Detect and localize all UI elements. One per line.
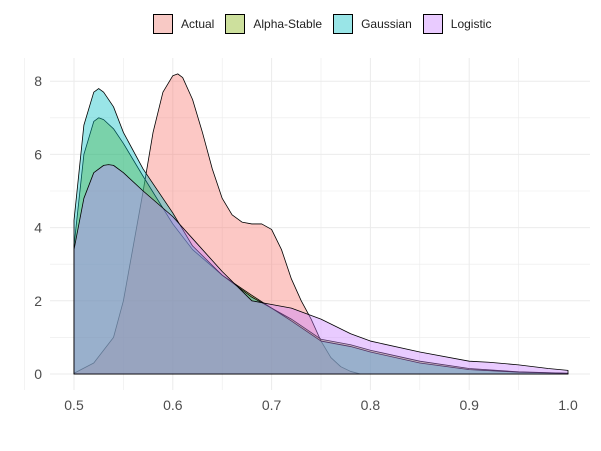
legend-label: Logistic (450, 17, 492, 31)
x-tick-label: 0.7 (262, 397, 282, 413)
y-tick-label: 0 (34, 366, 42, 382)
x-tick-label: 0.6 (163, 397, 183, 413)
x-tick-label: 0.9 (459, 397, 479, 413)
legend-swatch (153, 14, 173, 34)
y-tick-label: 8 (34, 73, 42, 89)
x-tick-label: 1.0 (558, 397, 578, 413)
density-area-logistic (73, 164, 569, 375)
density-area-alpha-stable (73, 117, 569, 375)
legend-item-alpha-stable: Alpha-Stable (225, 14, 322, 34)
y-tick-label: 2 (34, 293, 42, 309)
x-tick-label: 0.5 (64, 397, 84, 413)
legend-swatch (422, 14, 443, 34)
legend-label: Actual (181, 17, 215, 31)
legend-swatch (333, 14, 354, 34)
x-tick-label: 0.8 (361, 397, 381, 413)
legend-item-gaussian: Gaussian (333, 14, 412, 34)
legend-label: Gaussian (361, 17, 412, 31)
y-tick-label: 4 (34, 220, 42, 236)
legend-item-logistic: Logistic (422, 14, 492, 34)
legend-label: Alpha-Stable (253, 17, 323, 31)
legend-item-actual: Actual (153, 14, 214, 34)
legend-swatch (225, 14, 246, 34)
y-tick-label: 6 (34, 146, 42, 162)
legend: Actual Alpha-Stable Gaussian Logistic (153, 14, 502, 34)
